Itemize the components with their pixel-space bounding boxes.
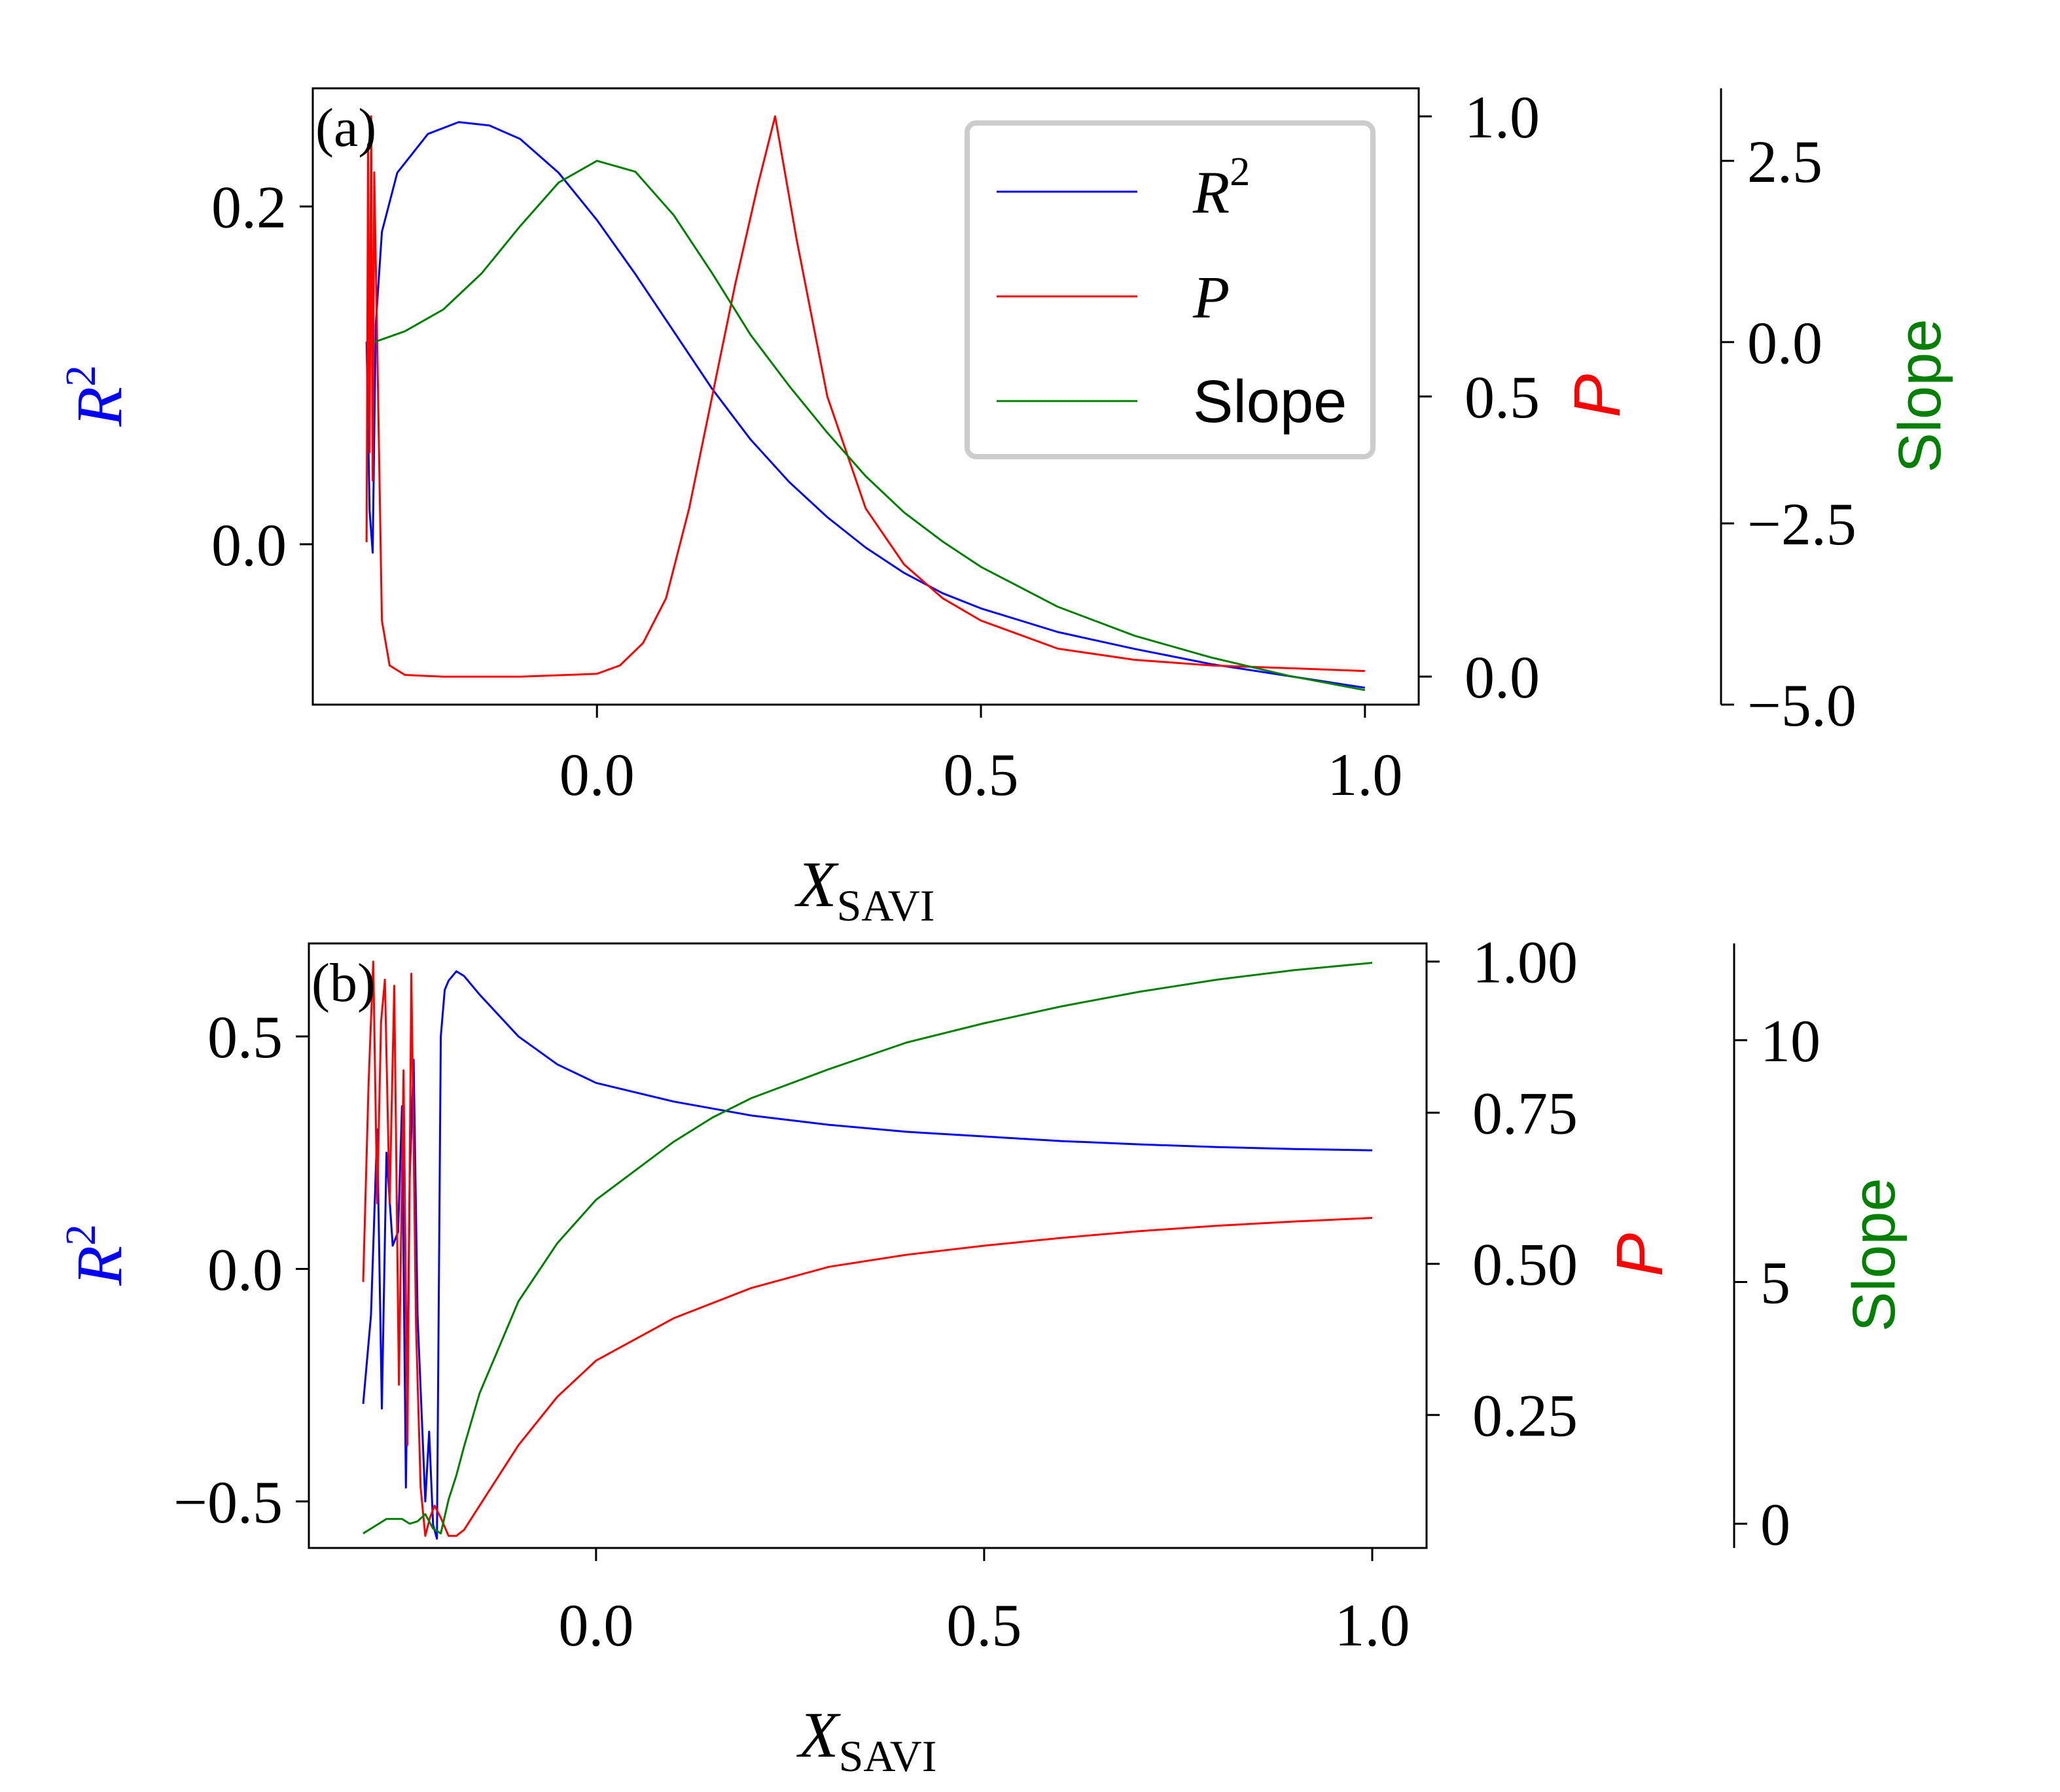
legend-label-main: R (1192, 159, 1230, 226)
x-axis-label-sub: SAVI (837, 881, 935, 930)
r2-tick-label: 0.2 (211, 174, 287, 241)
x-tick-label: 1.0 (1334, 1592, 1410, 1659)
x-axis-label-main: X (794, 848, 839, 921)
r2-tick-label: 0.5 (207, 1004, 283, 1070)
slope-tick-label: 5 (1760, 1249, 1790, 1316)
r2-axis-label-main: R (63, 387, 135, 427)
legend-label-main: P (1192, 264, 1230, 330)
r2-axis-label-sup: 2 (57, 365, 105, 387)
slope-tick-label: 10 (1760, 1008, 1820, 1074)
slope-tick-label: 0 (1760, 1491, 1790, 1558)
x-tick-label: 0.5 (944, 741, 1019, 808)
panel-a: 0.0 0.5 1.0XSAVI0.00.2R20.00.51.0P2.50.0−2… (57, 84, 1953, 930)
slope-axis-label: Slope (1887, 319, 1953, 472)
panel-b: 0.0 0.5 1.0XSAVI0.50.0−0.5R21.000.750.500.… (57, 929, 1908, 1781)
r2-tick-label: 0.0 (211, 512, 287, 578)
slope-tick-label: −5.0 (1747, 672, 1856, 739)
p-tick-label: 0.0 (1465, 644, 1540, 711)
plot-frame (308, 942, 1428, 1549)
series-line-slope (363, 962, 1373, 1535)
x-axis-label-main: X (796, 1698, 841, 1771)
legend-box (965, 120, 1376, 459)
p-tick-label: 0.50 (1472, 1231, 1578, 1298)
x-axis-label: XSAVI (796, 1698, 936, 1781)
x-axis-label: XSAVI (794, 848, 934, 930)
x-tick-label: 0.5 (946, 1592, 1021, 1659)
series-line-p (365, 115, 1365, 678)
x-tick-label: 0.0 (558, 1592, 633, 1659)
legend-label-main: Slope (1193, 368, 1347, 435)
r2-axis-label-main: R (63, 1246, 135, 1286)
x-tick-label: 1.0 (1327, 741, 1402, 808)
legend-label-slope: Slope (1193, 368, 1347, 435)
x-axis-label-sub: SAVI (839, 1731, 937, 1781)
r2-tick-label: 0.0 (207, 1237, 283, 1303)
r2-tick-label: −0.5 (173, 1469, 283, 1536)
p-tick-label: 0.5 (1465, 364, 1540, 430)
x-tick-label: 0.0 (559, 741, 635, 808)
series-line-slope (374, 160, 1366, 692)
slope-tick-label: 0.0 (1747, 309, 1822, 376)
r2-axis-label: R2 (57, 1224, 135, 1286)
series-line-r2 (365, 121, 1366, 689)
legend-label-r2: R2 (1192, 150, 1250, 226)
series-line-p (362, 960, 1373, 1537)
legend-label-sup: 2 (1230, 150, 1250, 194)
slope-axis-label: Slope (1841, 1178, 1908, 1331)
legend-label-p: P (1192, 264, 1230, 330)
p-tick-label: 0.75 (1472, 1080, 1578, 1147)
r2-axis-label: R2 (57, 365, 135, 427)
p-tick-label: 1.0 (1465, 84, 1540, 150)
panel-label: (b) (311, 953, 376, 1013)
panel-label: (a) (315, 97, 376, 158)
p-axis-label: P (1561, 374, 1634, 417)
p-axis-label: P (1603, 1233, 1677, 1276)
slope-tick-label: 2.5 (1747, 128, 1822, 195)
p-tick-label: 1.00 (1472, 929, 1578, 996)
r2-axis-label-sup: 2 (57, 1224, 105, 1246)
p-tick-label: 0.25 (1472, 1382, 1578, 1449)
slope-tick-label: −2.5 (1747, 491, 1856, 557)
